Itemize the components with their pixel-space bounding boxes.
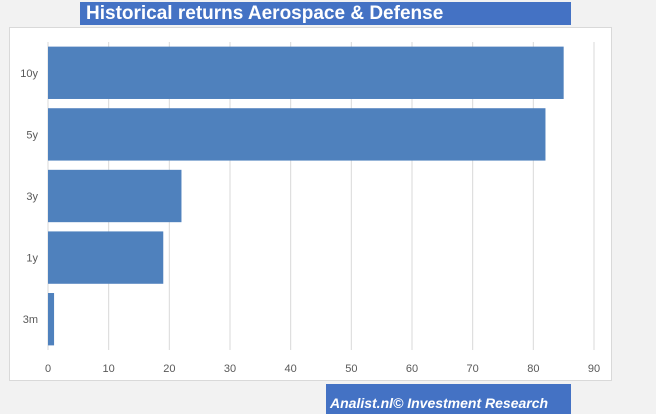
bar-chart: 10y 5y 3y 1y 3m 0 10 20 30 40 50 60 70 80 90 [20, 42, 600, 375]
x-tick-label-60: 60 [406, 363, 418, 375]
x-tick-label-50: 50 [345, 363, 357, 375]
x-tick-label-90: 90 [588, 363, 600, 375]
bar-5y [48, 108, 546, 161]
x-tick-label-40: 40 [285, 363, 297, 375]
category-label-1y: 1y [26, 253, 38, 265]
bar-3y [48, 169, 182, 223]
category-label-5y: 5y [26, 129, 38, 141]
x-tick-label-30: 30 [224, 363, 236, 375]
category-label-3m: 3m [23, 314, 38, 326]
x-tick-label-80: 80 [527, 363, 539, 375]
chart-area: 10y 5y 3y 1y 3m 0 10 20 30 40 50 60 70 80 90 [9, 27, 612, 381]
bar-1y [48, 231, 164, 284]
chart-title: Historical returns Aerospace & Defense [80, 2, 571, 25]
x-tick-label-20: 20 [163, 363, 175, 375]
x-tick-label-10: 10 [103, 363, 115, 375]
category-label-3y: 3y [26, 191, 38, 203]
bar-10y [48, 46, 564, 99]
bar-3m [48, 293, 55, 346]
x-tick-label-70: 70 [467, 363, 479, 375]
category-label-10y: 10y [20, 68, 38, 80]
x-tick-label-0: 0 [45, 363, 51, 375]
source-credit: Analist.nl© Investment Research [326, 384, 571, 414]
